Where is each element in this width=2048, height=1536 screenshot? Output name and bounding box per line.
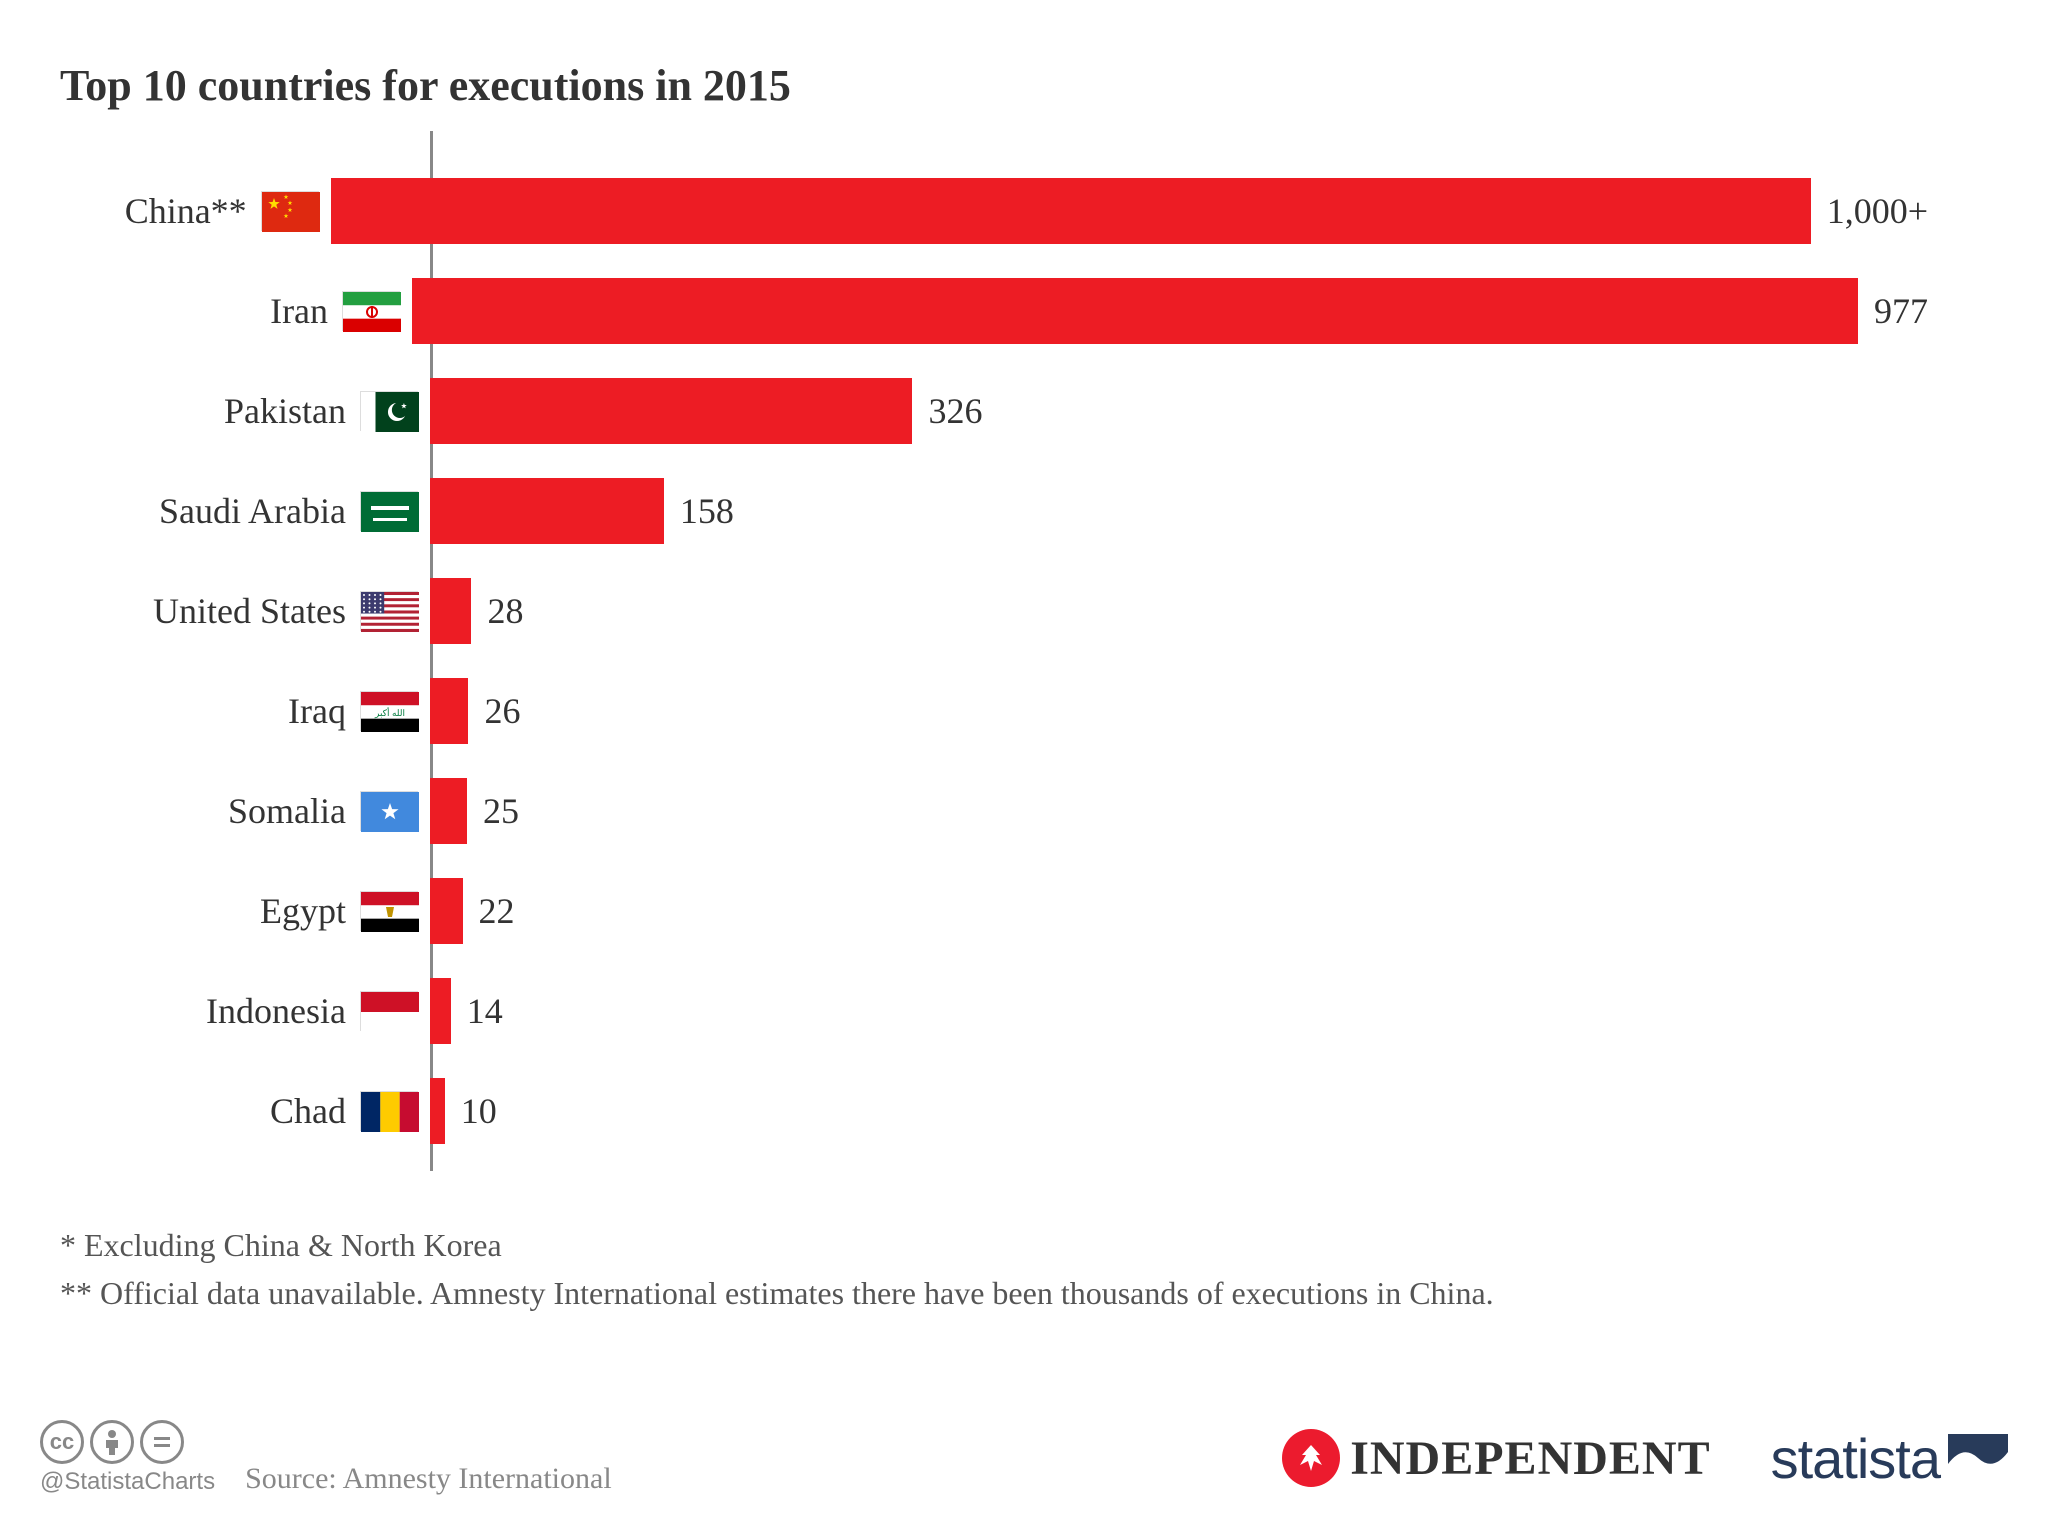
flag-icon bbox=[360, 391, 418, 431]
flag-icon bbox=[360, 491, 418, 531]
flag-icon bbox=[360, 1091, 418, 1131]
cc-icon: cc bbox=[40, 1420, 84, 1464]
statista-logo: statista bbox=[1771, 1426, 2008, 1491]
source-text: Source: Amnesty International bbox=[245, 1462, 612, 1496]
independent-eagle-icon bbox=[1282, 1429, 1340, 1487]
bar-value: 25 bbox=[483, 790, 519, 832]
bar bbox=[331, 178, 1811, 244]
footer-right: INDEPENDENT statista bbox=[1282, 1426, 2008, 1491]
bar-row: Egypt 22 bbox=[120, 861, 1928, 961]
bar bbox=[430, 578, 471, 644]
footer: cc @StatistaCharts Source: Amnesty Inter… bbox=[40, 1420, 2008, 1496]
cc-attribution: cc @StatistaCharts bbox=[40, 1420, 215, 1496]
footnotes: * Excluding China & North Korea ** Offic… bbox=[60, 1221, 2008, 1317]
bar-row: Somalia 25 bbox=[120, 761, 1928, 861]
country-label: Iran bbox=[270, 290, 328, 332]
bar-row: United States 28 bbox=[120, 561, 1928, 661]
flag-icon bbox=[360, 791, 418, 831]
flag-icon bbox=[360, 891, 418, 931]
bar bbox=[430, 378, 912, 444]
country-label: Pakistan bbox=[224, 390, 346, 432]
independent-logo: INDEPENDENT bbox=[1282, 1429, 1710, 1487]
bar-value: 26 bbox=[484, 690, 520, 732]
country-label: United States bbox=[153, 590, 346, 632]
bar-value: 22 bbox=[479, 890, 515, 932]
flag-icon bbox=[360, 991, 418, 1031]
bar-row: Indonesia 14 bbox=[120, 961, 1928, 1061]
country-label: Chad bbox=[270, 1090, 346, 1132]
bar-row: Chad 10 bbox=[120, 1061, 1928, 1161]
cc-by-icon bbox=[90, 1420, 134, 1464]
flag-icon: الله أكبر bbox=[360, 691, 418, 731]
flag-icon bbox=[360, 591, 418, 631]
independent-text: INDEPENDENT bbox=[1350, 1431, 1710, 1486]
bar-value: 28 bbox=[487, 590, 523, 632]
flag-icon bbox=[342, 291, 400, 331]
country-label: Iraq bbox=[288, 690, 346, 732]
bar-value: 977 bbox=[1874, 290, 1928, 332]
country-label: Indonesia bbox=[206, 990, 346, 1032]
bar-value: 14 bbox=[467, 990, 503, 1032]
statista-handle: @StatistaCharts bbox=[40, 1468, 215, 1496]
bar bbox=[412, 278, 1858, 344]
flag-icon bbox=[261, 191, 319, 231]
bar bbox=[430, 878, 463, 944]
cc-nd-icon bbox=[140, 1420, 184, 1464]
bar-row: Pakistan 326 bbox=[120, 361, 1928, 461]
country-label: Egypt bbox=[260, 890, 346, 932]
bar-row: Iraq الله أكبر 26 bbox=[120, 661, 1928, 761]
bar bbox=[430, 978, 451, 1044]
bar-row: China** 1,000+ bbox=[120, 161, 1928, 261]
bar-row: Saudi Arabia 158 bbox=[120, 461, 1928, 561]
country-label: Somalia bbox=[228, 790, 346, 832]
bar-row: Iran 977 bbox=[120, 261, 1928, 361]
svg-text:الله أكبر: الله أكبر bbox=[374, 706, 405, 719]
bar-value: 158 bbox=[680, 490, 734, 532]
bar bbox=[430, 778, 467, 844]
bar-value: 1,000+ bbox=[1827, 190, 1928, 232]
footnote-1: * Excluding China & North Korea bbox=[60, 1221, 2008, 1269]
bar-value: 326 bbox=[928, 390, 982, 432]
statista-text: statista bbox=[1771, 1426, 1940, 1491]
country-label: China** bbox=[125, 190, 247, 232]
footer-left: cc @StatistaCharts Source: Amnesty Inter… bbox=[40, 1420, 612, 1496]
bar-chart: China** 1,000+ Iran 977 Pakistan 326 Sau… bbox=[120, 161, 1928, 1161]
country-label: Saudi Arabia bbox=[159, 490, 346, 532]
bar bbox=[430, 1078, 445, 1144]
bar-value: 10 bbox=[461, 1090, 497, 1132]
bar bbox=[430, 678, 468, 744]
chart-title: Top 10 countries for executions in 2015 bbox=[40, 60, 2008, 111]
statista-wave-icon bbox=[1948, 1434, 2008, 1482]
footnote-2: ** Official data unavailable. Amnesty In… bbox=[60, 1269, 2008, 1317]
bar bbox=[430, 478, 664, 544]
